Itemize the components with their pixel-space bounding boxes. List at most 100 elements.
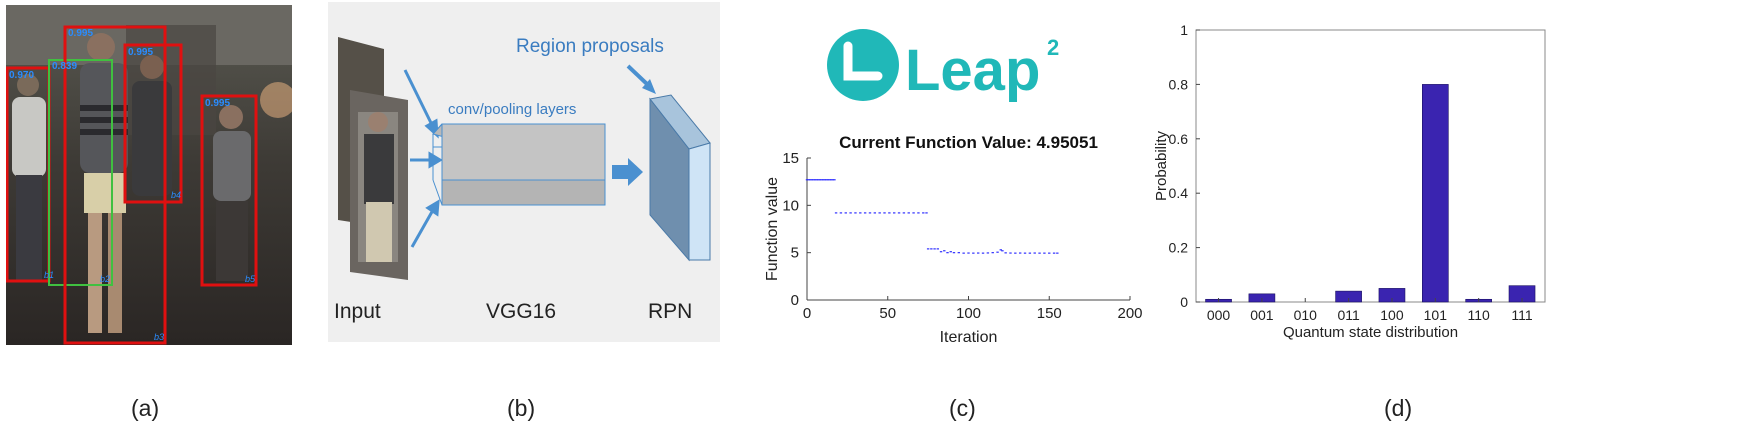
- data-point: [828, 179, 831, 181]
- y-axis-title: Function value: [764, 177, 781, 281]
- y-tick-label: 1: [1180, 22, 1188, 38]
- tag-b1: b1: [44, 270, 54, 280]
- data-point: [1018, 252, 1022, 254]
- data-point: [821, 179, 825, 181]
- x-tick-label: 010: [1294, 307, 1318, 323]
- data-point: [897, 212, 901, 214]
- detection-box-b2: [48, 59, 113, 286]
- data-point: [949, 251, 952, 253]
- data-point: [844, 212, 847, 214]
- detection-box-b5: [200, 94, 258, 287]
- caption-d: (d): [1384, 395, 1413, 421]
- plot-frame: [1195, 29, 1546, 303]
- data-point: [962, 252, 965, 254]
- data-point: [930, 248, 933, 250]
- data-point: [818, 179, 822, 181]
- data-point: [825, 179, 828, 181]
- x-tick-label: 101: [1424, 307, 1448, 323]
- y-tick-label: 0: [791, 292, 799, 309]
- region-proposals-arrow: [626, 64, 656, 94]
- data-point: [1056, 252, 1059, 254]
- data-point: [999, 249, 1002, 251]
- data-point: [926, 248, 930, 250]
- tag-b3: b3: [154, 332, 164, 342]
- vgg16-block: [432, 123, 606, 206]
- panel-c: Leap 2 Current Function Value: 4.95051 0 5…: [755, 10, 1155, 390]
- rpn-label: RPN: [648, 300, 692, 323]
- y-axis-title: Probability: [1153, 130, 1170, 201]
- data-point: [810, 179, 814, 181]
- data-point: [878, 212, 881, 214]
- data-point: [812, 179, 815, 181]
- data-point: [883, 212, 886, 214]
- x-axis-title: Quantum state distribution: [1283, 324, 1458, 341]
- detection-box-b4: [123, 43, 183, 204]
- data-point: [1009, 252, 1012, 254]
- caption-c: (c): [949, 395, 976, 421]
- score-b5: 0.995: [205, 98, 230, 109]
- data-point: [1048, 252, 1051, 254]
- pedestrian-3: [132, 55, 172, 196]
- leap-logo: Leap 2: [827, 29, 1059, 103]
- data-point: [1023, 252, 1027, 254]
- region-proposals-label: Region proposals: [516, 36, 664, 57]
- data-point: [912, 212, 915, 214]
- chart-title: Current Function Value: 4.95051: [839, 133, 1098, 152]
- data-point: [972, 252, 975, 254]
- x-tick-label: 200: [1117, 305, 1142, 322]
- data-point: [907, 212, 910, 214]
- input-image-stack: [338, 37, 408, 280]
- tag-b2: b2: [100, 274, 110, 284]
- data-point: [839, 212, 843, 214]
- data-point: [859, 212, 862, 214]
- y-tick-label: 15: [782, 150, 799, 167]
- data-point: [834, 212, 838, 214]
- data-point: [830, 179, 833, 181]
- conv-pooling-label: conv/pooling layers: [448, 101, 576, 118]
- data-point: [981, 252, 985, 254]
- x-tick-label: 001: [1250, 307, 1274, 323]
- data-point: [917, 212, 920, 214]
- leap-logo-circle: [827, 29, 899, 101]
- data-point: [943, 250, 946, 252]
- caption-a: (a): [131, 395, 160, 421]
- bar-101: [1422, 84, 1449, 303]
- leap-logo-superscript: 2: [1047, 35, 1059, 60]
- data-point: [820, 179, 823, 181]
- score-b4: 0.995: [128, 47, 153, 58]
- x-tick-label: 100: [956, 305, 981, 322]
- data-point: [823, 179, 826, 181]
- x-tick-label: 100: [1380, 307, 1404, 323]
- score-b2: 0.839: [52, 61, 77, 72]
- data-point: [826, 179, 830, 181]
- caption-b: (b): [507, 395, 536, 421]
- data-point: [849, 212, 852, 214]
- data-point: [967, 252, 970, 254]
- y-tick-label: 0.4: [1169, 185, 1189, 201]
- data-point: [893, 212, 896, 214]
- data-point: [925, 212, 928, 214]
- data-point: [957, 252, 961, 254]
- x-tick-label: 011: [1337, 307, 1360, 323]
- data-point: [863, 212, 867, 214]
- detection-box-b3: [63, 25, 167, 345]
- data-point: [868, 212, 872, 214]
- leap-logo-word: Leap: [905, 38, 1040, 103]
- tag-b4: b4: [171, 190, 181, 200]
- pedestrian-4: [213, 105, 251, 281]
- data-point: [807, 179, 810, 181]
- data-point: [946, 252, 949, 254]
- data-point: [986, 252, 990, 254]
- data-point: [996, 251, 999, 253]
- y-tick-label: 0.8: [1169, 76, 1189, 92]
- x-tick-label: 150: [1037, 305, 1062, 322]
- data-point: [831, 179, 835, 181]
- data-point: [1014, 252, 1017, 254]
- panel-d: 0 0.2 0.4 0.6 0.8 1 000 001 010 011 100 101 110 111 Qu…: [1140, 10, 1560, 390]
- score-b1: 0.970: [9, 70, 34, 81]
- y-tick-label: 5: [791, 245, 799, 262]
- vgg-to-rpn-arrow: [612, 158, 643, 186]
- data-point: [939, 251, 943, 253]
- leap-logo-l-mark: [843, 41, 883, 81]
